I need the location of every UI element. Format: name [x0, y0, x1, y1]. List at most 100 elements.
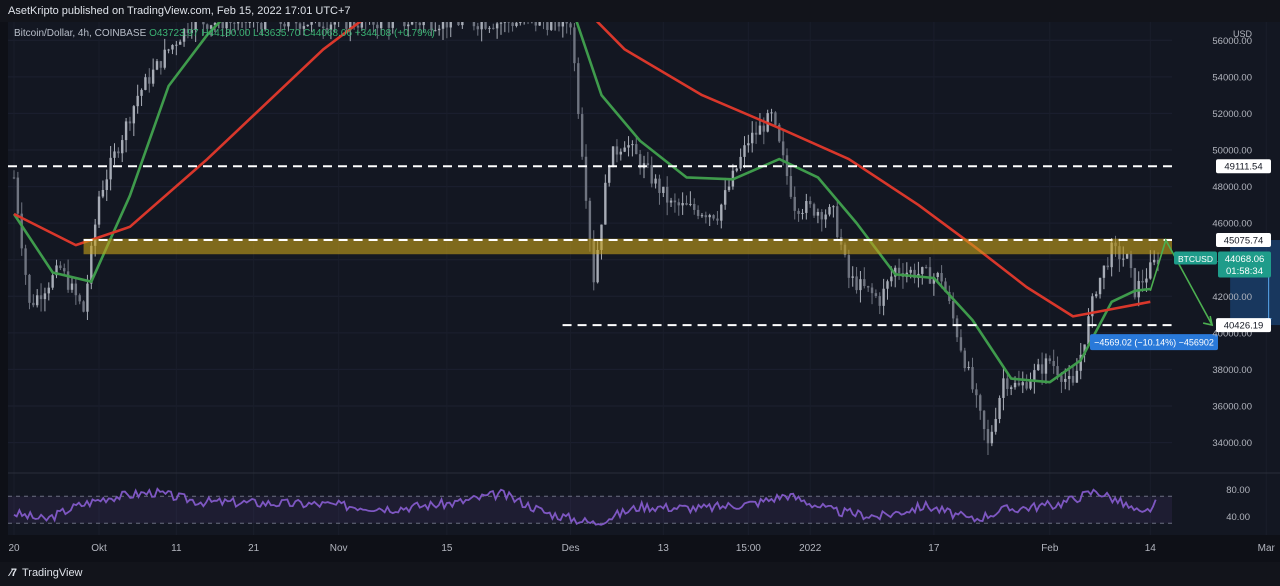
- candle-body: [619, 151, 623, 155]
- candle-body: [155, 61, 159, 70]
- candle-body: [982, 410, 986, 430]
- candle-body: [882, 288, 885, 306]
- tradingview-logo[interactable]: ⁄7 TradingView: [10, 565, 83, 581]
- candle-body: [1064, 378, 1067, 382]
- candle-body: [1133, 268, 1137, 298]
- candle-body: [538, 22, 541, 26]
- chart-background: [8, 22, 1172, 535]
- candle-body: [805, 200, 808, 213]
- candle-body: [604, 182, 607, 225]
- published-line: AsetKripto published on TradingView.com,…: [8, 5, 351, 17]
- candle-body: [1017, 382, 1021, 386]
- candle-body: [716, 218, 719, 221]
- candle-body: [66, 271, 70, 290]
- candle-body: [611, 146, 615, 168]
- countdown-label: 01:58:34: [1226, 266, 1263, 277]
- candle-body: [913, 269, 916, 279]
- candle-body: [488, 27, 491, 29]
- candle-body: [511, 22, 514, 27]
- rsi-tick-label: 40.00: [1226, 512, 1250, 523]
- candle-body: [685, 203, 688, 205]
- candle-body: [209, 25, 213, 29]
- candle-body: [225, 22, 228, 29]
- candle-body: [167, 49, 170, 51]
- currency-label: USD: [1233, 29, 1253, 39]
- candle-body: [236, 22, 240, 24]
- candle-body: [403, 22, 406, 27]
- candle-body: [1037, 364, 1040, 371]
- candle-body: [828, 206, 831, 215]
- level-badge: [1216, 159, 1271, 174]
- candle-body: [322, 26, 325, 29]
- candle-body: [689, 203, 692, 205]
- candle-body: [101, 189, 105, 197]
- candle-body: [221, 22, 224, 29]
- candle-body: [816, 212, 820, 216]
- candle-body: [175, 44, 178, 46]
- candle-body: [932, 276, 936, 284]
- level-badge-label: 49111.54: [1224, 162, 1262, 173]
- candle-body: [217, 22, 221, 23]
- rsi-pane: [8, 487, 1172, 526]
- candle-body: [368, 14, 370, 20]
- candle-body: [233, 22, 236, 24]
- candle-body: [63, 268, 66, 272]
- candle-body: [650, 165, 653, 184]
- candle-body: [1149, 262, 1152, 279]
- price-tick-label: 52000.00: [1212, 109, 1252, 120]
- candle-body: [163, 49, 166, 68]
- projection-arrow-head: [1202, 315, 1214, 327]
- candle-body: [554, 14, 556, 18]
- price-tick-label: 40000.00: [1212, 328, 1252, 339]
- candle-body: [658, 178, 661, 193]
- price-tick-label: 36000.00: [1212, 402, 1252, 413]
- candle-body: [592, 239, 595, 283]
- candle-body: [615, 146, 619, 155]
- candle-body: [465, 15, 467, 20]
- time-tick-label: 20: [8, 543, 20, 554]
- candle-body: [469, 15, 471, 19]
- price-tick-label: 54000.00: [1212, 72, 1252, 83]
- candle-body: [909, 269, 912, 273]
- candle-body: [352, 22, 356, 26]
- candle-body: [260, 22, 263, 30]
- candle-body: [569, 23, 572, 28]
- candle-body: [522, 22, 526, 23]
- candle-body: [824, 214, 827, 220]
- candle-body: [979, 395, 982, 411]
- candle-body: [789, 176, 793, 197]
- candle-body: [1102, 265, 1106, 278]
- candle-body: [178, 41, 182, 45]
- price-series: [12, 14, 1160, 455]
- tv-logo-icon: ⁄7: [10, 567, 17, 579]
- candle-body: [213, 22, 217, 26]
- last-price-label: 44068.06: [1225, 254, 1265, 265]
- candle-body: [1141, 280, 1144, 283]
- candle-body: [78, 295, 81, 302]
- candle-body: [986, 429, 990, 444]
- candle-body: [735, 168, 738, 171]
- candle-body: [608, 167, 611, 183]
- candle-body: [457, 22, 460, 26]
- candle-body: [963, 350, 966, 369]
- candle-body: [693, 203, 696, 210]
- candle-body: [832, 206, 835, 208]
- candle-body: [124, 121, 128, 141]
- candle-body: [1125, 253, 1129, 259]
- candle-body: [379, 22, 383, 29]
- candle-body: [890, 276, 893, 282]
- candle-body: [113, 151, 116, 158]
- candle-body: [635, 144, 638, 155]
- candle-body: [515, 22, 518, 27]
- price-axis-background: [1172, 22, 1280, 535]
- candle-body: [696, 209, 700, 216]
- candle-body: [276, 14, 278, 21]
- candle-body: [747, 143, 750, 146]
- candle-body: [534, 22, 537, 26]
- candle-body: [785, 155, 789, 177]
- candle-body: [673, 200, 677, 203]
- candle-body: [248, 22, 251, 23]
- time-tick-label: Mar: [1258, 543, 1276, 554]
